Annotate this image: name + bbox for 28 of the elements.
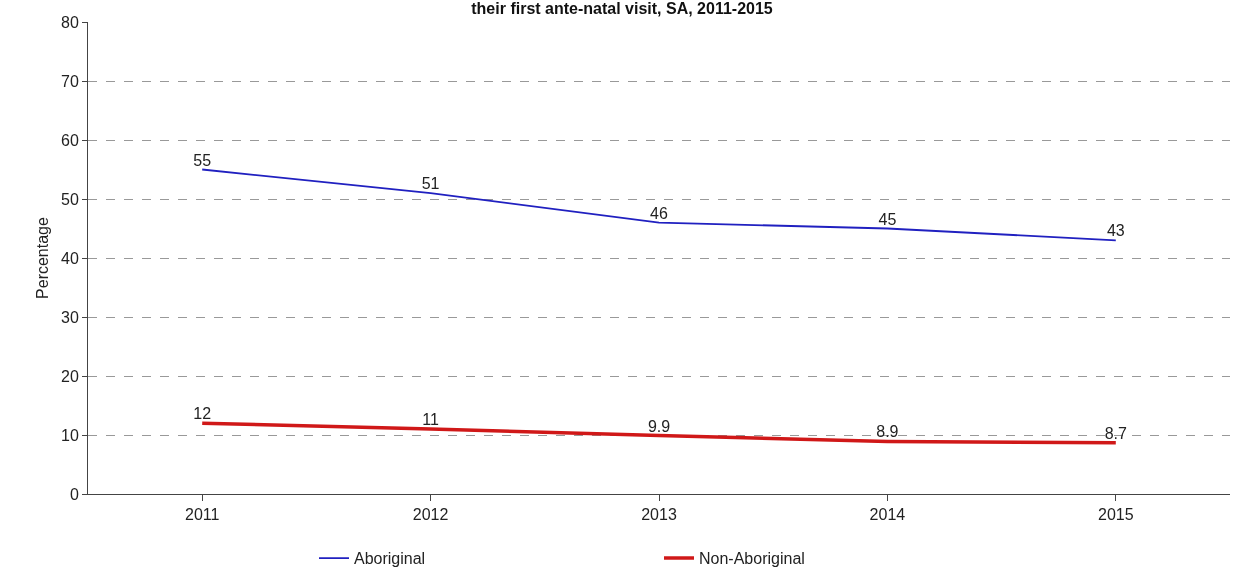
chart-title: their first ante-natal visit, SA, 2011-2015 (471, 0, 773, 18)
data-label: 9.9 (647, 417, 671, 435)
data-label: 8.7 (1104, 424, 1128, 442)
x-tick-label: 2014 (869, 506, 906, 524)
data-label: 51 (421, 175, 440, 193)
data-label: 12 (193, 405, 212, 423)
data-label: 46 (650, 204, 668, 222)
data-label: 55 (193, 151, 212, 169)
y-axis-title: Percentage (33, 216, 51, 299)
y-tick-label: 30 (61, 308, 79, 326)
y-tick-label: 70 (61, 72, 79, 90)
data-label: 11 (422, 411, 440, 429)
x-tick-label: 2015 (1098, 506, 1134, 524)
y-tick-label: 20 (61, 367, 79, 385)
y-tick-label: 40 (61, 249, 79, 267)
legend-label: Non-Aboriginal (699, 550, 805, 568)
data-label: 45 (878, 210, 897, 228)
y-tick-label: 50 (61, 190, 79, 208)
legend-label: Aboriginal (354, 550, 426, 568)
y-tick-label: 80 (61, 13, 79, 31)
data-label: 43 (1106, 222, 1125, 240)
x-tick-label: 2011 (185, 506, 220, 524)
y-tick-label: 60 (61, 131, 79, 149)
y-tick-label: 10 (61, 426, 79, 444)
y-tick-label: 0 (69, 485, 79, 503)
x-tick-label: 2012 (412, 506, 449, 524)
data-label: 8.9 (876, 423, 899, 441)
x-tick-label: 2013 (641, 506, 677, 524)
